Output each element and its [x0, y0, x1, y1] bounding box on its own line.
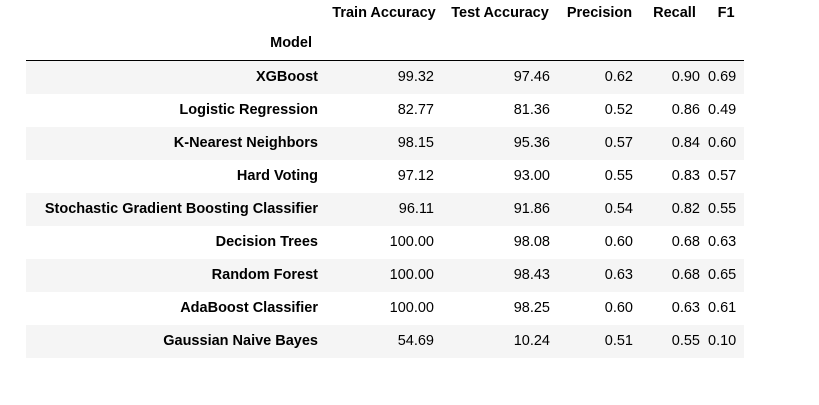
cell-precision: 0.52	[604, 102, 633, 118]
cell-precision: 0.60	[604, 234, 633, 250]
cell-f1: 0.61	[708, 300, 737, 316]
cell-train-accuracy: 97.12	[397, 168, 434, 184]
cell-recall: 0.63	[671, 300, 700, 316]
index-name-label: Model	[270, 34, 312, 51]
table-row: Random Forest 100.00 98.43 0.63 0.68 0.6…	[26, 258, 745, 292]
cell-f1: 0.69	[708, 69, 737, 86]
cell-f1: 0.57	[708, 168, 737, 184]
cell-precision: 0.60	[604, 300, 633, 316]
row-label: AdaBoost Classifier	[180, 300, 318, 316]
table-row: Gaussian Naive Bayes 54.69 10.24 0.51 0.…	[26, 324, 745, 358]
cell-train-accuracy: 82.77	[397, 102, 434, 118]
row-label: Gaussian Naive Bayes	[163, 333, 318, 349]
cell-precision: 0.57	[604, 135, 633, 151]
row-label: K-Nearest Neighbors	[173, 135, 318, 151]
cell-precision: 0.63	[604, 267, 633, 283]
row-label: Hard Voting	[236, 168, 318, 184]
cell-train-accuracy: 100.00	[389, 267, 434, 283]
cell-test-accuracy: 91.86	[513, 201, 550, 217]
index-name-row: Model	[26, 25, 745, 61]
row-label: Logistic Regression	[179, 102, 318, 118]
dataframe-output: Train Accuracy Test Accuracy Precision R…	[26, 0, 745, 358]
cell-test-accuracy: 95.36	[513, 135, 550, 151]
cell-precision: 0.51	[604, 333, 633, 349]
cell-train-accuracy: 100.00	[389, 300, 434, 316]
cell-test-accuracy: 93.00	[513, 168, 550, 184]
cell-f1: 0.65	[708, 267, 737, 283]
cell-f1: 0.10	[708, 333, 737, 349]
cell-precision: 0.54	[604, 201, 633, 217]
cell-recall: 0.84	[671, 135, 700, 151]
cell-recall: 0.55	[671, 333, 700, 349]
cell-recall: 0.82	[671, 201, 700, 217]
column-header-row: Train Accuracy Test Accuracy Precision R…	[26, 0, 744, 25]
column-header-recall: Recall	[653, 4, 696, 21]
cell-train-accuracy: 54.69	[397, 333, 434, 349]
cell-train-accuracy: 99.32	[397, 69, 434, 86]
cell-recall: 0.83	[671, 168, 700, 184]
cell-f1: 0.55	[708, 201, 737, 217]
cell-train-accuracy: 98.15	[397, 135, 434, 151]
cell-test-accuracy: 10.24	[513, 333, 550, 349]
cell-recall: 0.68	[671, 234, 700, 250]
row-label: XGBoost	[255, 69, 318, 86]
cell-test-accuracy: 98.25	[513, 300, 550, 316]
table-row: Stochastic Gradient Boosting Classifier …	[26, 192, 745, 226]
table-row: Hard Voting 97.12 93.00 0.55 0.83 0.57	[26, 160, 744, 193]
table-row: XGBoost 99.32 97.46 0.62 0.90 0.69	[26, 60, 745, 94]
table-row: Logistic Regression 82.77 81.36 0.52 0.8…	[26, 94, 744, 127]
cell-f1: 0.60	[708, 135, 737, 151]
cell-test-accuracy: 81.36	[513, 102, 550, 118]
cell-recall: 0.90	[671, 69, 700, 86]
column-header-test-accuracy: Test Accuracy	[451, 4, 549, 21]
row-label: Decision Trees	[215, 234, 318, 250]
cell-precision: 0.55	[604, 168, 633, 184]
cell-test-accuracy: 98.43	[513, 267, 550, 283]
cell-test-accuracy: 98.08	[513, 234, 550, 250]
cell-train-accuracy: 96.11	[398, 201, 434, 217]
cell-f1: 0.63	[708, 234, 737, 250]
cell-train-accuracy: 100.00	[389, 234, 434, 250]
column-header-precision: Precision	[566, 4, 633, 21]
cell-recall: 0.68	[671, 267, 700, 283]
cell-recall: 0.86	[671, 102, 700, 118]
table-row: AdaBoost Classifier 100.00 98.25 0.60 0.…	[26, 292, 744, 325]
index-corner	[26, 0, 326, 25]
row-label: Stochastic Gradient Boosting Classifier	[44, 201, 318, 217]
cell-f1: 0.49	[708, 102, 737, 118]
cell-test-accuracy: 97.46	[513, 69, 550, 86]
cell-precision: 0.62	[604, 69, 633, 86]
column-header-f1: F1	[717, 4, 735, 21]
table-row: K-Nearest Neighbors 98.15 95.36 0.57 0.8…	[26, 126, 745, 160]
model-metrics-table: Train Accuracy Test Accuracy Precision R…	[26, 0, 745, 358]
table-row: Decision Trees 100.00 98.08 0.60 0.68 0.…	[26, 226, 744, 259]
column-header-train-accuracy: Train Accuracy	[332, 4, 436, 21]
row-label: Random Forest	[211, 267, 318, 283]
